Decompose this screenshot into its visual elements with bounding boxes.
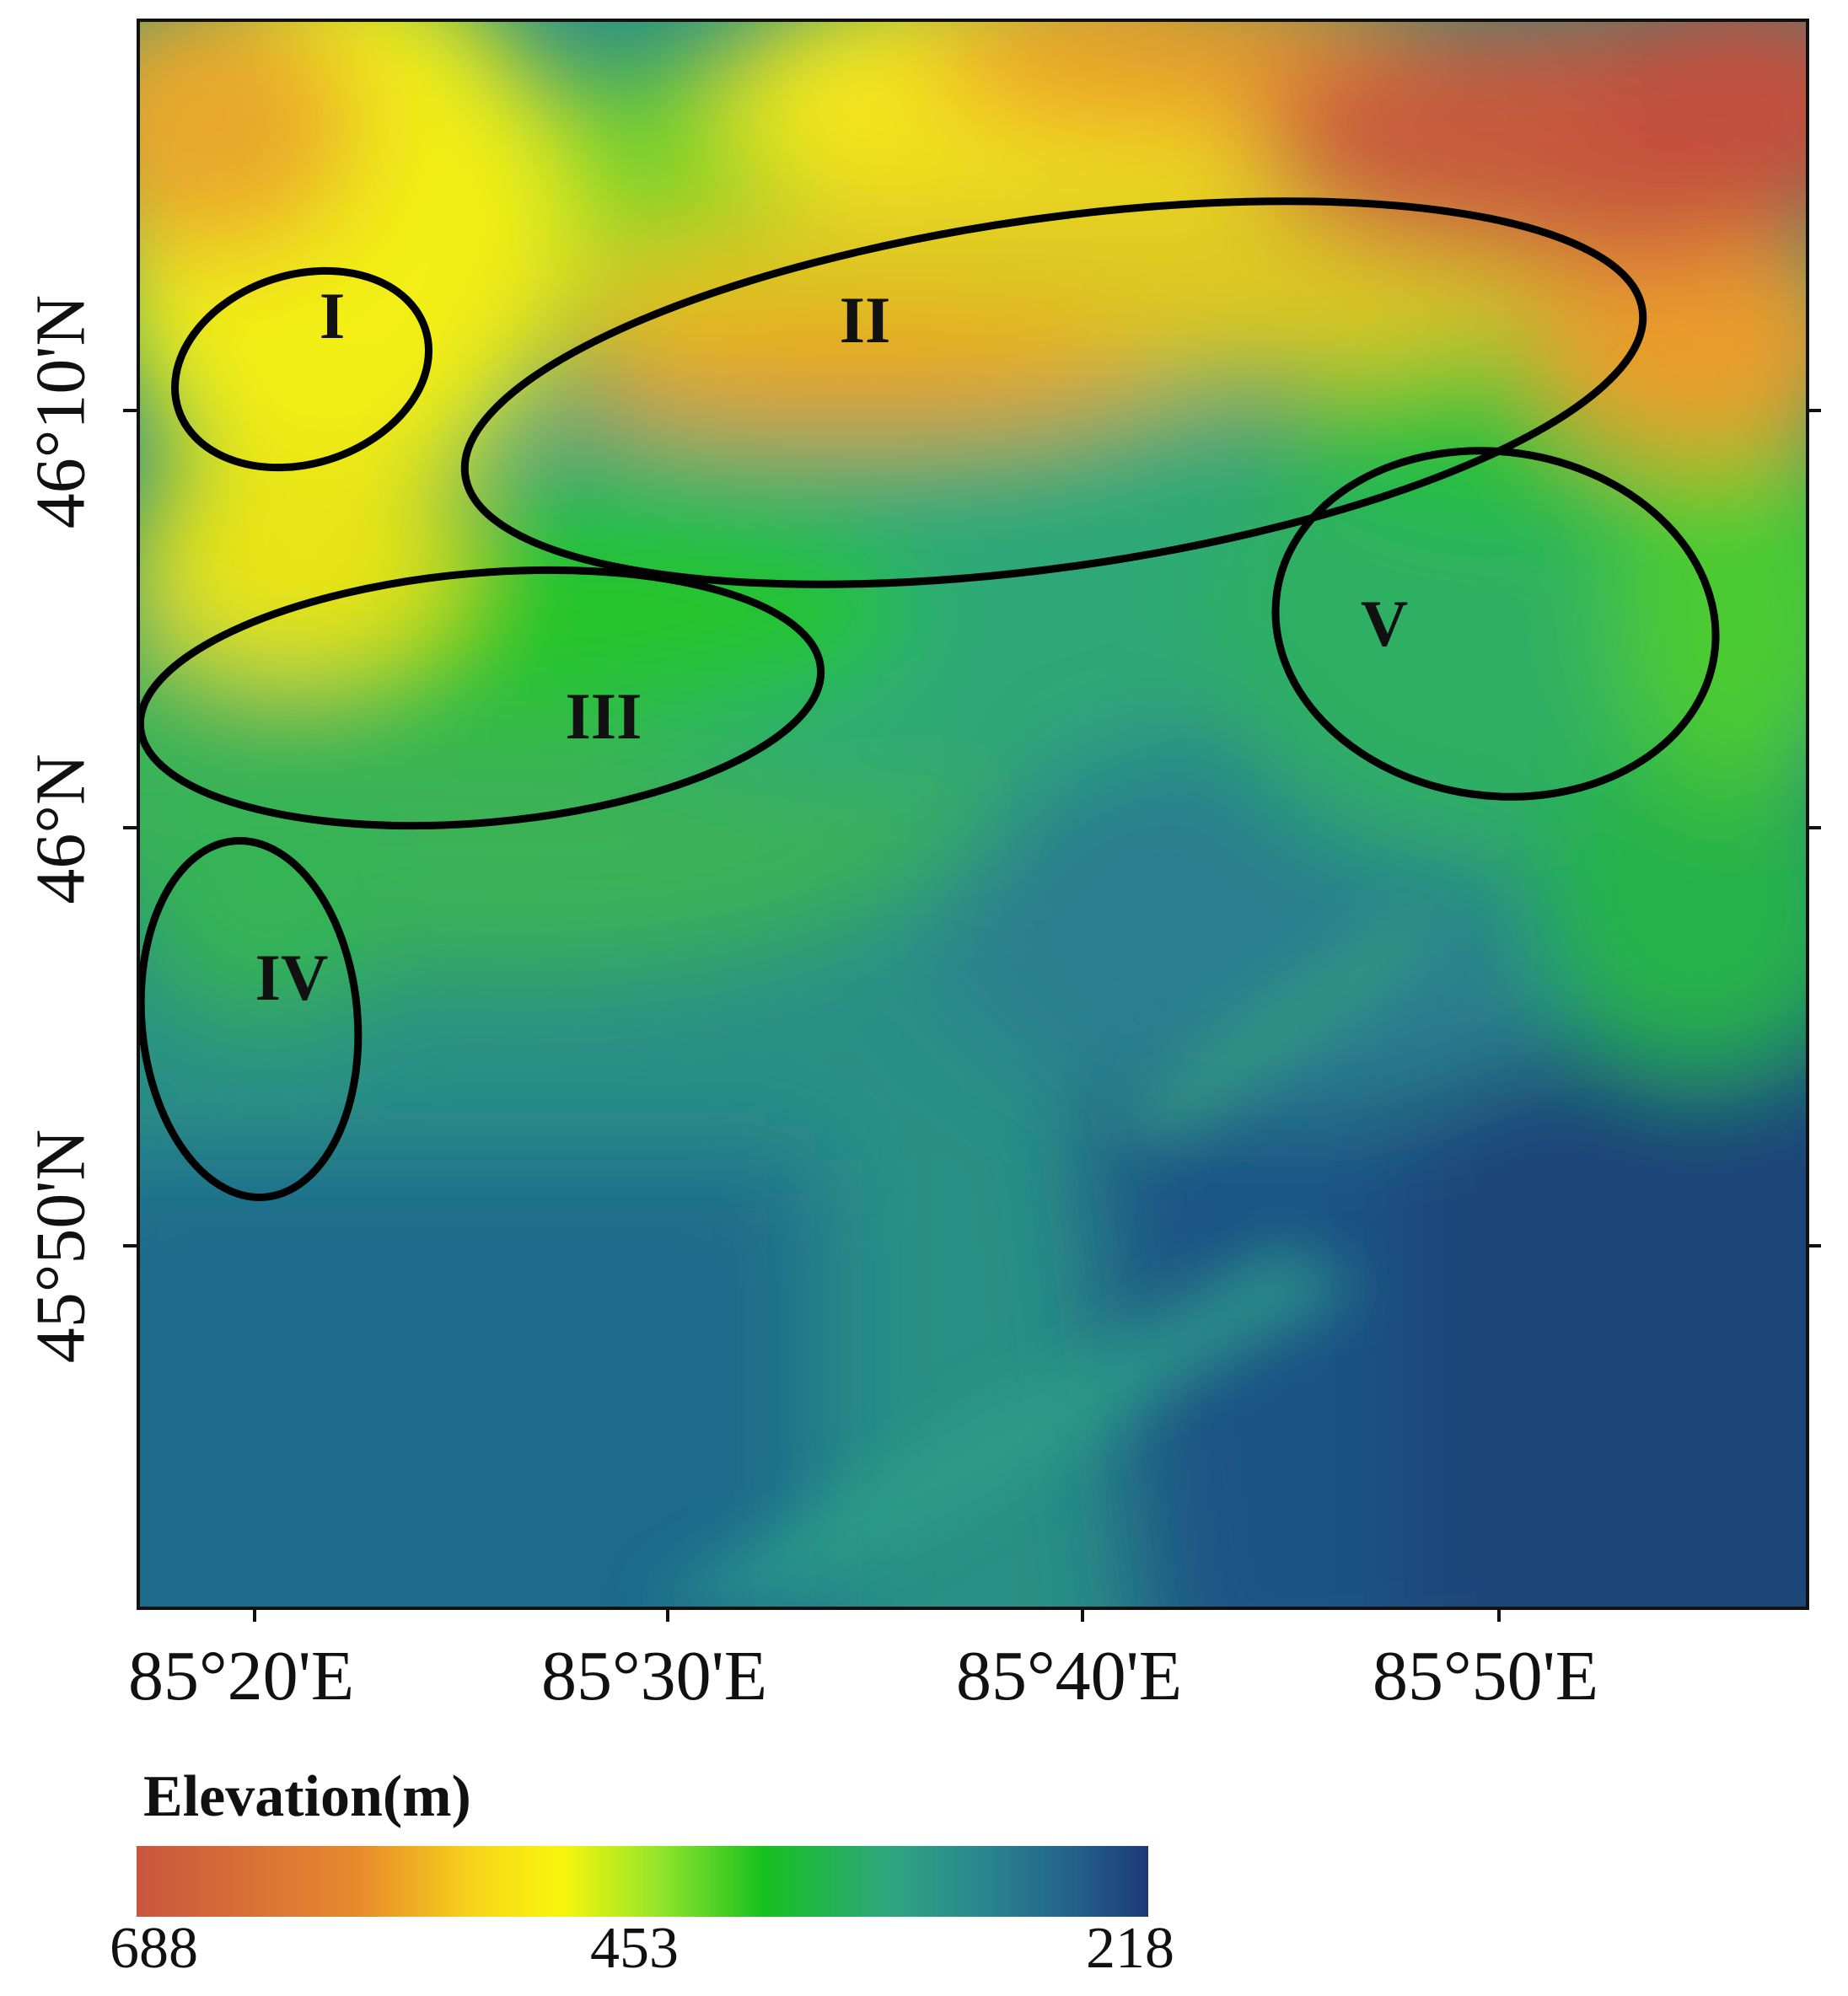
x-tick-label: 85°20'E (128, 1637, 355, 1715)
region-label-v: V (1361, 587, 1408, 660)
region-label-i: I (320, 279, 345, 352)
elevation-raster: I II III IV V (140, 22, 1806, 1607)
legend-color-ramp (137, 1846, 1148, 1917)
y-tick-label: 46°10'N (21, 294, 100, 529)
region-ii-outline (460, 197, 1647, 588)
legend-mid-label: 453 (590, 1916, 679, 1981)
y-tick-label: 45°50'N (21, 1129, 100, 1364)
x-tick-label: 85°30'E (541, 1637, 768, 1715)
region-iii-outline (140, 566, 825, 830)
x-tick-label: 85°50'E (1373, 1637, 1599, 1715)
legend-title: Elevation(m) (143, 1764, 471, 1829)
region-label-iii: III (565, 679, 642, 753)
region-label-ii: II (840, 283, 891, 357)
y-tick-label: 46°N (21, 754, 100, 904)
x-tick-label: 85°40'E (956, 1637, 1183, 1715)
elevation-map: I II III IV V (137, 19, 1809, 1610)
region-i-outline (171, 266, 432, 472)
legend-min-label: 688 (110, 1916, 198, 1981)
region-iv-outline (140, 837, 363, 1201)
region-v-outline (1271, 447, 1720, 801)
legend-max-label: 218 (1086, 1916, 1174, 1981)
region-label-iv: IV (255, 941, 329, 1014)
